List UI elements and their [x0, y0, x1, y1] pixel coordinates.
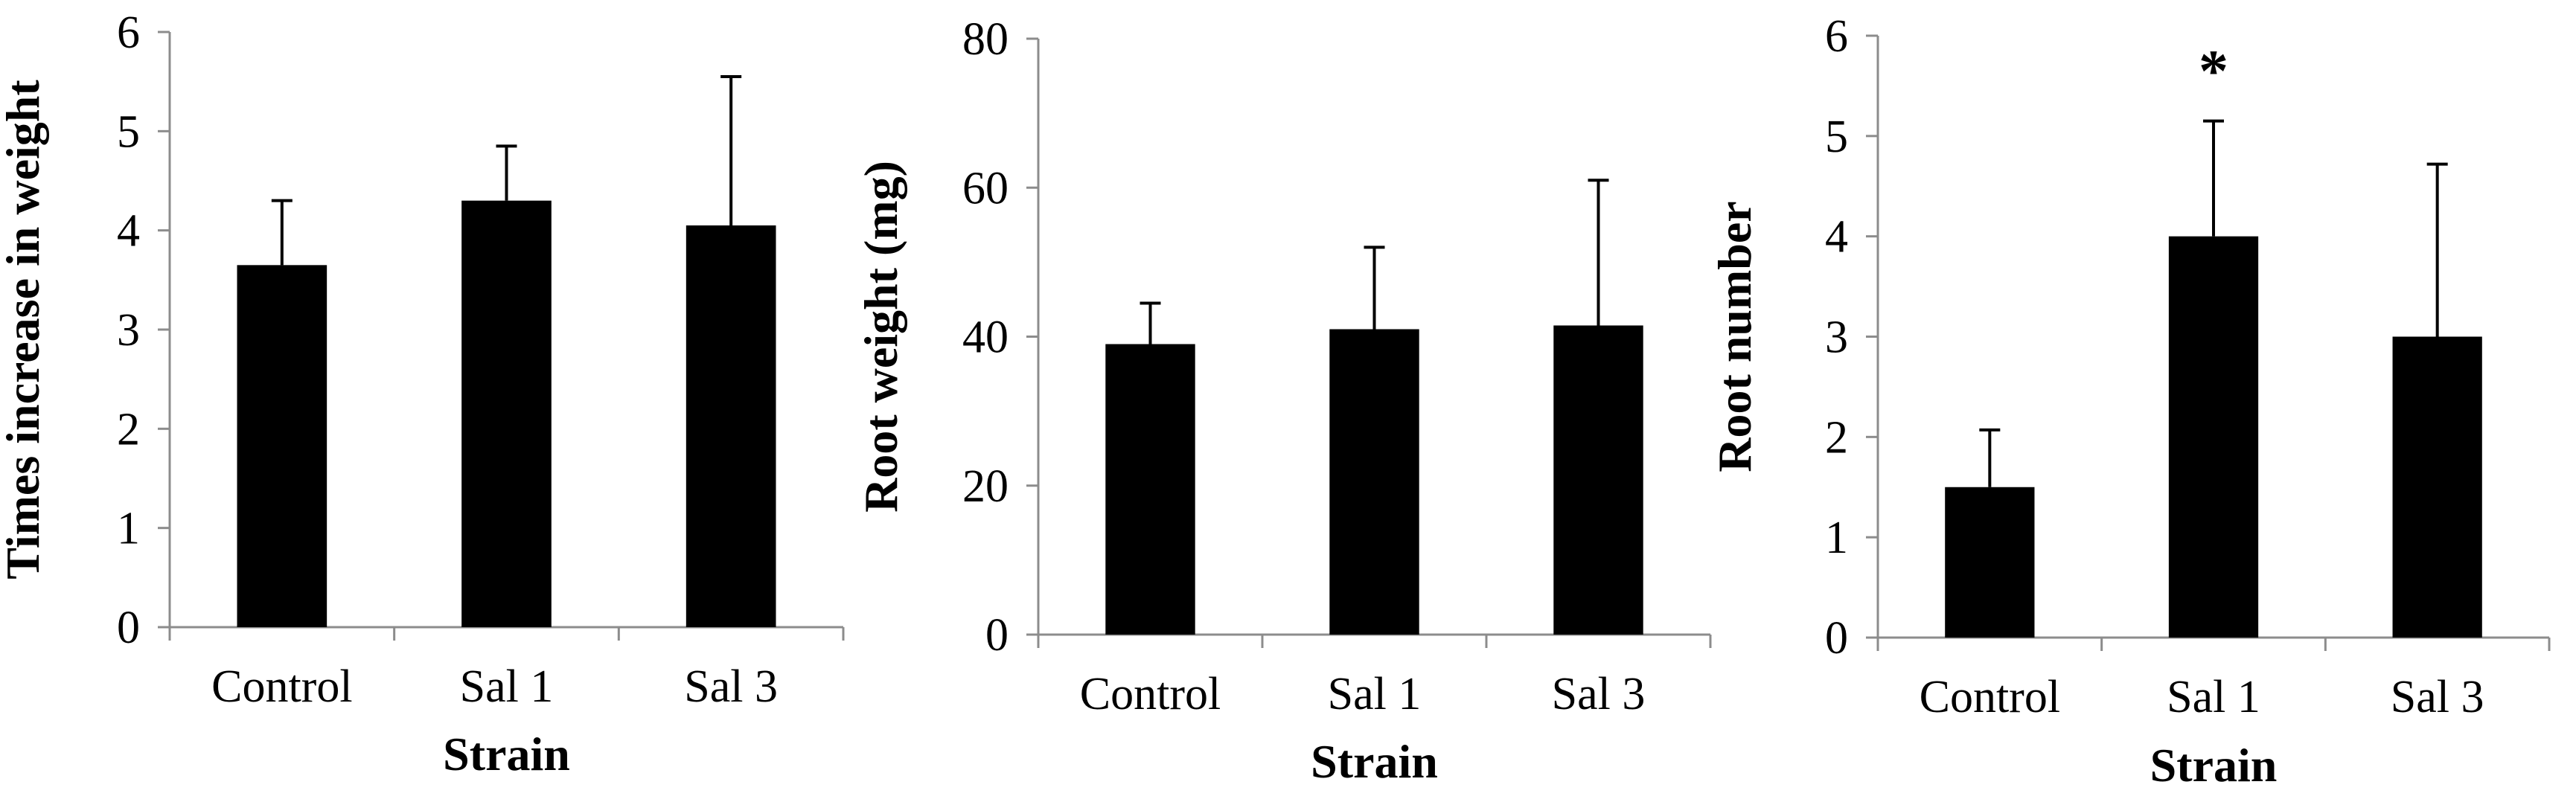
- significance-marker: *: [2199, 39, 2228, 105]
- y-tick-label: 2: [117, 404, 140, 455]
- y-tick-label: 3: [117, 305, 140, 356]
- y-tick-label: 80: [962, 14, 1009, 65]
- x-axis-title: Strain: [2150, 739, 2278, 792]
- x-tick-label: Sal 1: [460, 661, 554, 712]
- y-tick-label: 3: [1825, 312, 1848, 363]
- y-tick-label: 5: [1825, 112, 1848, 162]
- bar-control: [1105, 344, 1195, 635]
- bar-sal-3: [1553, 325, 1643, 635]
- x-tick-label: Control: [1080, 669, 1221, 719]
- bar-control: [1945, 487, 2035, 638]
- y-tick-label: 1: [117, 504, 140, 554]
- y-tick-label: 4: [1825, 212, 1848, 263]
- y-tick-label: 20: [962, 461, 1009, 512]
- y-tick-label: 6: [1825, 11, 1848, 62]
- y-tick-label: 5: [117, 106, 140, 157]
- y-tick-label: 40: [962, 312, 1009, 363]
- y-tick-label: 0: [117, 603, 140, 653]
- x-tick-label: Sal 1: [1328, 669, 1422, 719]
- y-tick-label: 4: [117, 206, 140, 257]
- x-axis-title: Strain: [443, 728, 570, 780]
- x-tick-label: Sal 1: [2167, 672, 2260, 722]
- y-tick-label: 60: [962, 163, 1009, 214]
- chart-panel-2: 0 20 40 60 80 Control Sal 1 Sal 3 Strain Root wei…: [854, 14, 1712, 788]
- y-tick-label: 6: [117, 7, 140, 58]
- bar-sal-3: [685, 225, 776, 627]
- y-axis-title: Root number: [1708, 201, 1761, 472]
- x-tick-label: Sal 3: [1552, 669, 1646, 719]
- chart-panel-3: 0 1 2 3 4 5 6 Control Sal 1 * Sal 3 Strain Root numb…: [1708, 11, 2551, 792]
- bar-sal-1: [461, 200, 552, 628]
- x-tick-label: Control: [211, 661, 352, 712]
- y-axis-title: Times increase in weight: [0, 80, 49, 580]
- y-tick-label: 2: [1825, 412, 1848, 463]
- chart-panel-1: 0 1 2 3 4 5 6 Control Sal 1 Sal 3 Strain Times incr…: [0, 7, 845, 780]
- y-tick-label: 1: [1825, 513, 1848, 563]
- x-tick-label: Control: [1920, 672, 2060, 722]
- bar-sal-1: [2168, 236, 2259, 638]
- y-tick-label: 0: [1825, 613, 1848, 664]
- x-axis-title: Strain: [1311, 735, 1438, 788]
- bar-control: [237, 265, 327, 627]
- bar-sal-3: [2392, 336, 2482, 638]
- bar-sal-1: [1329, 329, 1419, 635]
- y-tick-label: 0: [985, 610, 1009, 661]
- x-tick-label: Sal 3: [2391, 672, 2484, 722]
- x-tick-label: Sal 3: [684, 661, 778, 712]
- y-axis-title: Root weight (mg): [854, 161, 907, 513]
